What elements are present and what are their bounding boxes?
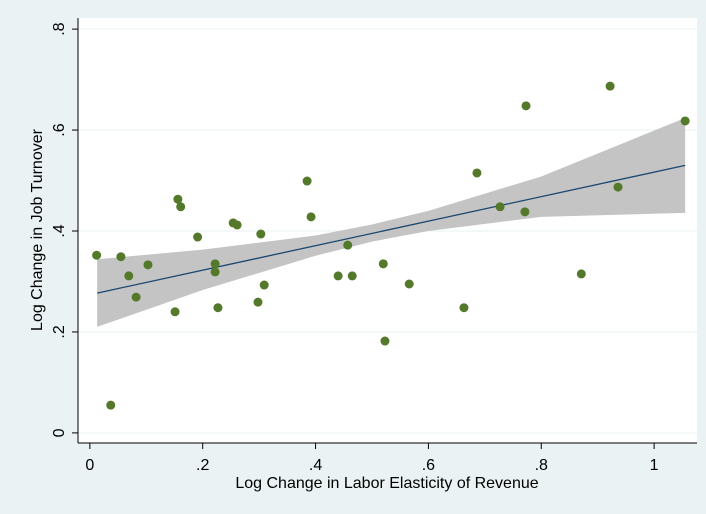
point (116, 252, 126, 262)
point (576, 269, 586, 279)
y-axis-title: Log Change in Job Turnover (29, 128, 46, 331)
x-tick-label: .6 (422, 457, 435, 474)
point (333, 271, 343, 281)
y-tick-label: .8 (51, 22, 68, 35)
x-tick-label: .8 (535, 457, 548, 474)
point (210, 267, 220, 277)
y-tick-label: .6 (51, 123, 68, 136)
x-tick-label: 0 (85, 457, 94, 474)
point (613, 182, 623, 192)
point (176, 202, 186, 212)
point (404, 279, 414, 289)
y-tick-label: .4 (51, 224, 68, 237)
point (521, 101, 531, 111)
point (495, 202, 505, 212)
point (143, 260, 153, 270)
point (459, 303, 469, 313)
point (472, 168, 482, 178)
point (680, 116, 690, 126)
point (520, 207, 530, 217)
point (210, 259, 220, 269)
point (259, 280, 269, 290)
point (213, 303, 223, 313)
y-tick-label: .2 (51, 325, 68, 338)
point (378, 259, 388, 269)
point (173, 194, 183, 204)
point (605, 81, 615, 91)
point (232, 220, 242, 230)
point (131, 292, 141, 302)
point (302, 176, 312, 186)
point (256, 229, 266, 239)
point (170, 307, 180, 317)
confidence-band (97, 117, 686, 327)
fit-line (97, 164, 686, 294)
x-tick-label: .2 (196, 457, 209, 474)
point (380, 336, 390, 346)
y-tick-label: 0 (51, 428, 68, 437)
x-axis-title: Log Change in Labor Elasticity of Revenu… (235, 475, 538, 492)
point (124, 271, 134, 281)
point (92, 250, 102, 260)
point (347, 271, 357, 281)
point (193, 232, 203, 242)
x-tick-label: 1 (650, 457, 659, 474)
point (306, 212, 316, 222)
point (343, 240, 353, 250)
x-tick-label: .4 (309, 457, 322, 474)
point (253, 297, 263, 307)
point (106, 400, 116, 410)
